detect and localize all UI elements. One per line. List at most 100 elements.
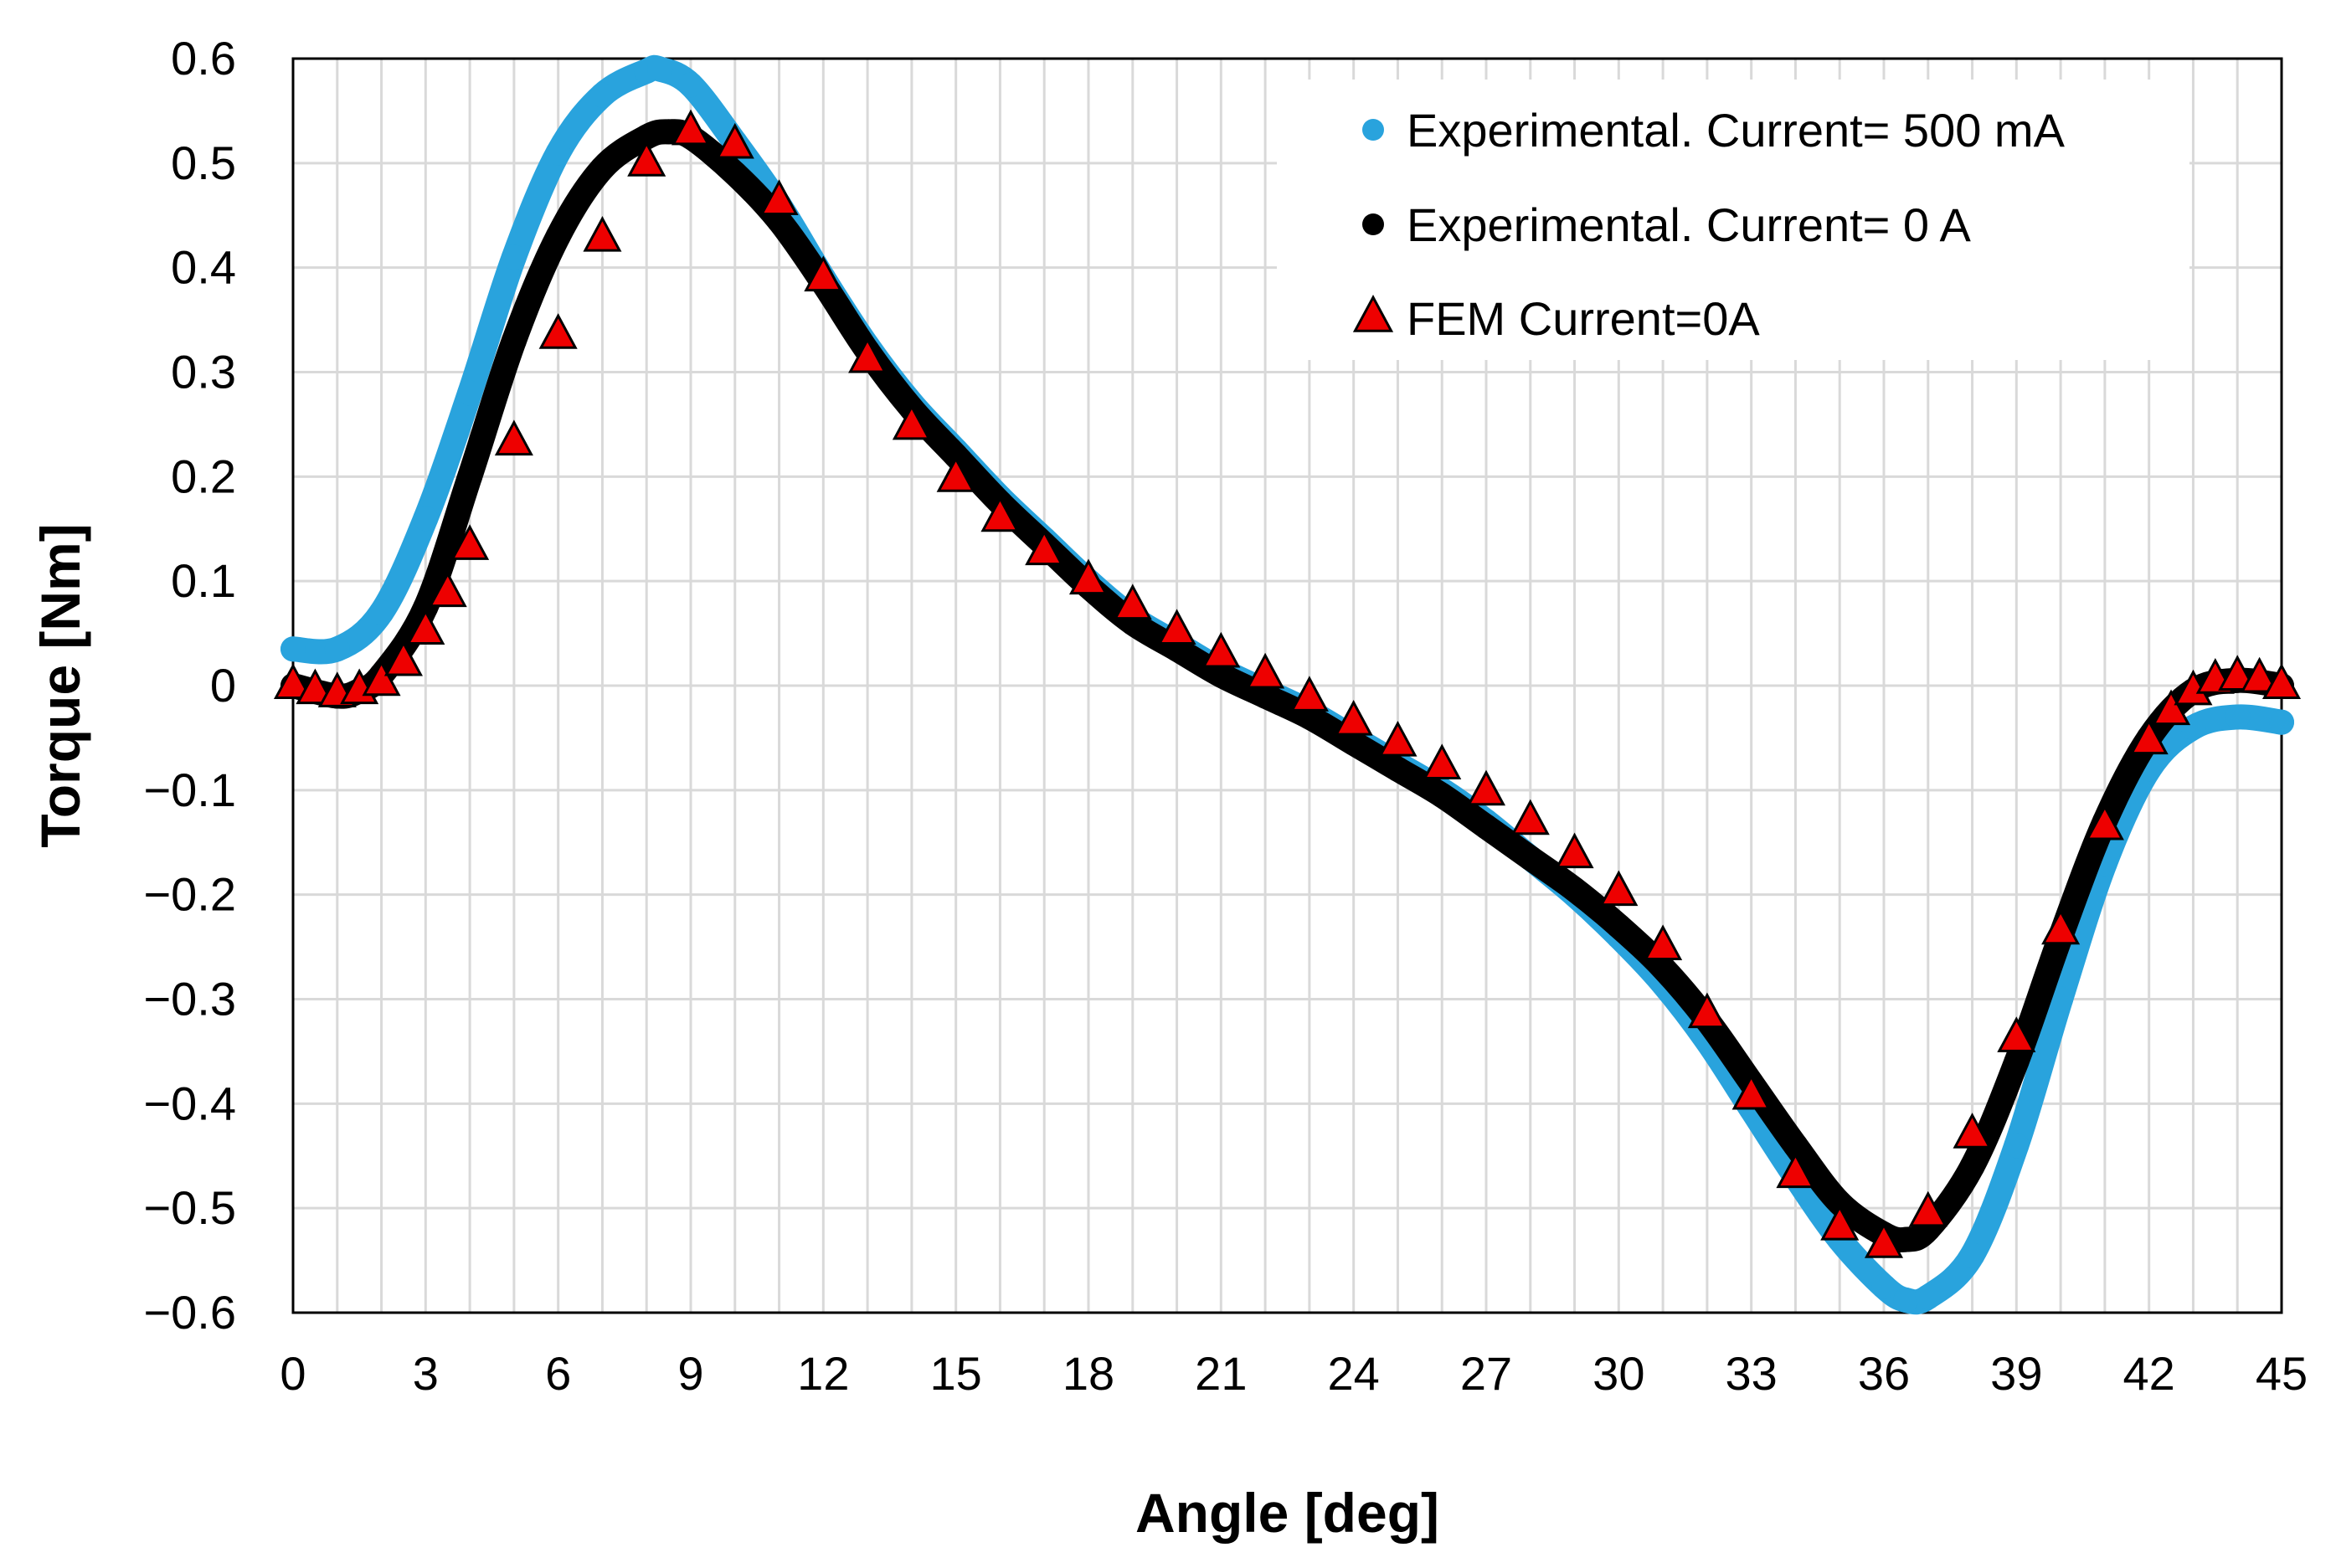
fem-data-point — [362, 660, 401, 697]
x-tick-label: 27 — [1460, 1347, 1512, 1400]
fem-data-point — [1687, 992, 1726, 1029]
data-point — [1827, 1190, 1853, 1216]
data-point — [589, 156, 615, 182]
fem-data-point — [2085, 804, 2124, 841]
x-tick-label: 45 — [2256, 1347, 2308, 1400]
x-tick-label: 39 — [1990, 1347, 2042, 1400]
fem-data-point — [1378, 720, 1418, 757]
fem-data-point — [494, 419, 533, 456]
data-point — [1474, 814, 1499, 840]
legend-marker-0a — [1362, 213, 1384, 235]
legend-marker-500ma — [1362, 119, 1384, 141]
x-tick-label: 9 — [677, 1347, 703, 1400]
x-tick-label: 30 — [1592, 1347, 1644, 1400]
data-point — [943, 443, 969, 469]
legend-label-0a: Experimental. Current= 0 A — [1407, 198, 1972, 251]
data-point — [634, 124, 660, 150]
data-point — [368, 599, 394, 625]
legend-marker-fem — [1352, 295, 1394, 332]
data-point — [1783, 1133, 1809, 1159]
fem-data-point — [627, 141, 666, 177]
fem-data-point — [759, 179, 799, 215]
fem-data-point — [936, 456, 975, 492]
data-point — [1893, 1226, 1919, 1252]
fem-data-point — [1731, 1073, 1771, 1110]
data-point — [545, 224, 571, 249]
y-tick-label: 0.3 — [171, 346, 236, 398]
data-point — [1340, 730, 1366, 756]
x-tick-label: 36 — [1858, 1347, 1910, 1400]
data-point — [1429, 783, 1455, 809]
fem-data-point — [1776, 1152, 1815, 1189]
data-point — [2048, 986, 2074, 1012]
data-point — [1959, 1154, 1985, 1180]
fem-data-point — [1423, 743, 1462, 780]
legend-item-fem: FEM Current=0A — [1352, 292, 1760, 345]
fem-data-point — [2041, 908, 2081, 945]
fem-data-point — [848, 337, 888, 373]
fem-data-point — [538, 313, 578, 349]
legend-background — [1277, 80, 2189, 360]
fem-data-point — [2152, 689, 2191, 726]
fem-data-point — [428, 571, 467, 608]
legend-label-500ma: Experimental. Current= 500 mA — [1407, 104, 2066, 157]
y-tick-label: 0 — [210, 659, 236, 712]
legend-item-0a: Experimental. Current= 0 A — [1362, 198, 1972, 251]
y-tick-label: −0.3 — [143, 973, 236, 1026]
data-point — [501, 328, 527, 354]
fem-data-point — [804, 255, 843, 292]
legend-label-fem: FEM Current=0A — [1407, 292, 1760, 345]
data-point — [413, 506, 439, 532]
y-tick-label: 0.6 — [171, 32, 236, 85]
fem-data-point — [1334, 699, 1373, 736]
y-tick-label: 0.2 — [171, 450, 236, 502]
data-point — [2269, 709, 2294, 735]
fem-data-point — [296, 668, 335, 705]
fem-data-point — [1466, 769, 1506, 806]
data-point — [1208, 662, 1234, 688]
data-point — [1915, 1284, 1941, 1310]
fem-data-point — [1555, 832, 1594, 869]
series-fem — [273, 109, 2302, 1258]
fem-data-point — [383, 640, 423, 676]
data-point — [1893, 1288, 1919, 1314]
x-tick-label: 12 — [797, 1347, 849, 1400]
data-point — [1650, 955, 1676, 981]
data-point — [1606, 913, 1632, 939]
data-point — [1253, 683, 1279, 709]
y-tick-label: −0.2 — [143, 868, 236, 921]
fem-data-point — [1068, 558, 1109, 595]
fem-data-point — [450, 524, 490, 560]
data-point — [501, 244, 527, 270]
data-point — [1562, 877, 1587, 902]
fem-data-point — [1908, 1190, 1948, 1227]
y-axis-title: Torque [Nm] — [29, 523, 91, 847]
data-point — [678, 72, 703, 98]
fem-data-point — [2261, 663, 2302, 699]
series-layer — [273, 54, 2302, 1315]
fem-data-point — [1820, 1204, 1860, 1241]
fem-data-point — [2218, 655, 2257, 691]
fem-data-point — [1510, 799, 1550, 835]
fem-data-point — [1953, 1113, 1992, 1149]
fem-data-point — [1997, 1016, 2036, 1052]
fem-data-point — [671, 109, 711, 146]
data-point — [2225, 704, 2251, 730]
fem-data-point — [1864, 1222, 1904, 1258]
y-tick-label: 0.5 — [171, 136, 236, 189]
y-tick-label: −0.4 — [143, 1077, 236, 1129]
x-tick-label: 18 — [1063, 1347, 1114, 1400]
x-tick-label: 0 — [280, 1347, 306, 1400]
data-point — [1871, 1273, 1896, 1299]
data-point — [2004, 1049, 2030, 1075]
data-point — [647, 56, 673, 82]
data-point — [280, 636, 306, 662]
x-tick-label: 3 — [413, 1347, 439, 1400]
fem-data-point — [1599, 870, 1639, 907]
legend-item-500ma: Experimental. Current= 500 mA — [1362, 104, 2066, 157]
data-point — [457, 464, 483, 490]
fem-data-point — [1289, 676, 1329, 712]
data-point — [589, 82, 615, 108]
x-tick-labels: 0 3 6 9 12 15 18 21 24 27 30 33 36 39 42 45 — [280, 1347, 2308, 1400]
